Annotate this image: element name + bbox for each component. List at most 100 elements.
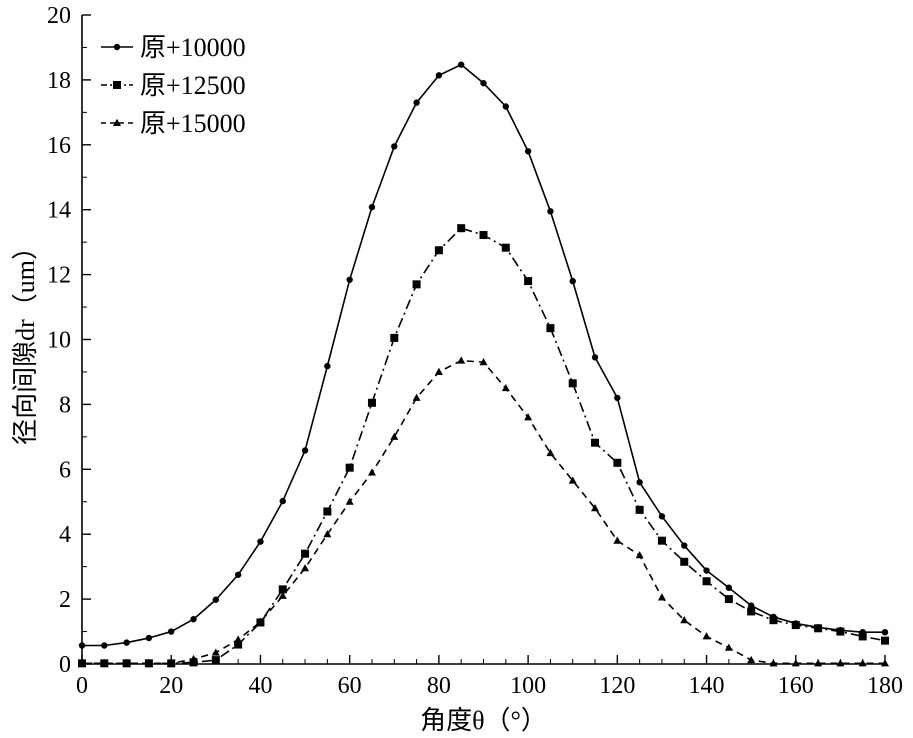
- series-layer: [78, 61, 889, 668]
- data-point: [681, 542, 688, 549]
- data-point: [724, 643, 733, 651]
- data-point: [657, 593, 666, 601]
- data-point: [278, 585, 287, 594]
- data-point: [568, 379, 577, 388]
- data-point: [457, 224, 466, 233]
- data-point: [680, 615, 689, 624]
- data-point: [391, 143, 398, 150]
- legend-item: 原+15000: [101, 109, 246, 138]
- data-point: [703, 567, 710, 574]
- data-point: [234, 635, 243, 643]
- data-point: [658, 513, 666, 520]
- y-tick-label: 6: [59, 457, 71, 483]
- data-point: [524, 148, 532, 155]
- data-point: [301, 447, 309, 454]
- data-point: [591, 504, 600, 512]
- data-point: [501, 243, 510, 252]
- data-point: [190, 616, 197, 623]
- x-tick-label: 120: [599, 673, 635, 699]
- data-point: [412, 393, 421, 401]
- data-point: [724, 595, 733, 604]
- legend-marker: [113, 118, 121, 126]
- data-point: [791, 621, 800, 630]
- y-tick-label: 12: [47, 263, 71, 289]
- data-point: [390, 333, 399, 342]
- data-point: [323, 507, 332, 516]
- data-point: [457, 61, 465, 68]
- data-point: [145, 634, 153, 642]
- data-point: [569, 277, 576, 285]
- data-point: [212, 596, 220, 603]
- y-axis-title: 径向间隙dr（um）: [11, 234, 40, 445]
- data-point: [301, 564, 310, 572]
- data-point: [747, 607, 756, 616]
- y-tick-label: 10: [47, 328, 71, 354]
- data-point: [568, 476, 577, 484]
- x-axis-title: 角度θ（°）: [420, 706, 547, 735]
- data-point: [413, 99, 420, 106]
- data-point: [747, 602, 755, 609]
- data-point: [256, 617, 265, 625]
- data-point: [412, 280, 421, 289]
- legend-label: 原+15000: [140, 109, 246, 138]
- legend-item: 原+12500: [101, 71, 246, 100]
- data-point: [479, 358, 488, 366]
- data-point: [614, 394, 621, 402]
- data-point: [702, 577, 711, 586]
- data-point: [278, 591, 287, 599]
- x-tick-label: 60: [338, 673, 362, 699]
- legend-label: 原+10000: [140, 33, 246, 62]
- y-tick-label: 18: [47, 68, 71, 94]
- data-point: [501, 383, 510, 392]
- legend-marker: [113, 81, 121, 89]
- legend-marker: [113, 43, 121, 51]
- data-point: [613, 536, 622, 544]
- data-point: [680, 557, 689, 566]
- data-point: [858, 632, 867, 641]
- y-tick-label: 14: [47, 198, 71, 224]
- data-point: [613, 458, 622, 467]
- data-point: [324, 362, 331, 370]
- data-point: [435, 72, 443, 79]
- data-point: [524, 413, 533, 421]
- x-tick-label: 0: [76, 673, 88, 699]
- data-point: [279, 497, 286, 505]
- legend-item: 原+10000: [101, 33, 246, 62]
- data-point: [234, 571, 242, 578]
- data-point: [635, 505, 644, 514]
- x-tick-label: 160: [778, 673, 814, 699]
- y-tick-label: 8: [59, 392, 71, 418]
- y-tick-label: 4: [59, 522, 71, 548]
- y-tick-label: 16: [47, 133, 71, 159]
- data-point: [547, 208, 554, 215]
- data-point: [479, 231, 488, 240]
- data-point: [836, 627, 845, 636]
- data-point: [546, 448, 555, 457]
- x-tick-label: 100: [510, 673, 546, 699]
- data-point: [345, 497, 354, 505]
- data-point: [368, 203, 376, 211]
- data-point: [657, 536, 666, 545]
- legend-label: 原+12500: [140, 71, 246, 100]
- data-point: [814, 624, 823, 633]
- data-point: [234, 640, 243, 649]
- data-point: [591, 438, 600, 447]
- data-point: [123, 639, 130, 646]
- data-point: [725, 584, 733, 591]
- x-tick-label: 20: [159, 673, 183, 699]
- data-point: [881, 636, 889, 645]
- x-tick-label: 180: [867, 673, 903, 699]
- data-point: [635, 551, 644, 559]
- data-point: [881, 628, 889, 636]
- data-point: [346, 276, 353, 283]
- axes: 0 20 40 60 80 100 120 140 160 180 0 2 4 6 8 10 12 14 16 18 2…: [47, 3, 903, 699]
- data-point: [591, 354, 599, 361]
- data-point: [524, 277, 533, 286]
- data-point: [367, 468, 376, 476]
- data-point: [546, 324, 555, 333]
- series-line: [82, 63, 885, 647]
- data-point: [434, 367, 443, 375]
- data-point: [101, 642, 108, 649]
- data-point: [257, 538, 264, 545]
- data-point: [434, 246, 443, 255]
